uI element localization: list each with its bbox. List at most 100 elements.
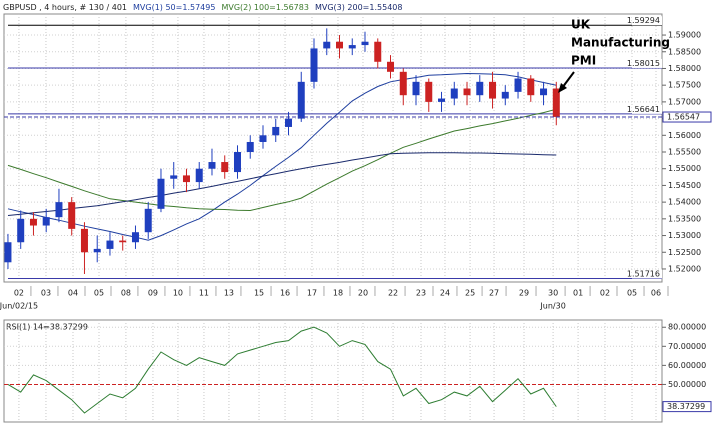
- annotation: Manufacturing: [571, 36, 670, 50]
- candle-body: [540, 88, 548, 96]
- chart-title: GBPUSD , 4 hours, # 130 / 401: [3, 3, 127, 12]
- x-tick-label: 04: [68, 289, 78, 298]
- x-tick-label: 20: [358, 289, 368, 298]
- x-tick-label: 17: [307, 289, 317, 298]
- level-label: 1.59294: [627, 16, 660, 25]
- candle-body: [361, 41, 369, 46]
- legend-entry: MVG(1) 50=1.57495: [133, 3, 215, 12]
- candle-body: [119, 240, 127, 243]
- candle-body: [272, 126, 280, 136]
- x-tick-label: 23: [416, 289, 426, 298]
- candle-body: [438, 98, 446, 102]
- candle-body: [259, 135, 267, 142]
- legend-entry: MVG(3) 200=1.55408: [315, 3, 403, 12]
- candle-body: [106, 240, 114, 249]
- annotation: PMI: [571, 54, 596, 68]
- level-box: [632, 104, 662, 114]
- rsi-current-label: 38.37299: [667, 402, 705, 411]
- rsi-line: [7, 326, 557, 414]
- header: GBPUSD , 4 hours, # 130 / 401 MVG(1) 50=1…: [3, 3, 402, 12]
- y-tick-label: 1.57000: [668, 97, 701, 106]
- current-price-box: [662, 111, 712, 123]
- level-label: 1.58015: [627, 59, 660, 68]
- x-tick-label: 30: [548, 289, 558, 298]
- y-tick-label: 1.53000: [668, 231, 701, 240]
- candle-body: [80, 228, 88, 253]
- candle-body: [233, 152, 241, 173]
- annotation: UK: [571, 18, 591, 32]
- y-tick-label: 1.53500: [668, 214, 701, 223]
- x-tick-label: 22: [388, 289, 398, 298]
- moving-average: [7, 108, 557, 212]
- level-box: [632, 58, 662, 68]
- y-tick-label: 1.59000: [668, 31, 701, 40]
- y-tick-label: 80.00000: [668, 323, 706, 332]
- moving-average: [7, 152, 557, 216]
- x-tick-label: 13: [224, 289, 234, 298]
- x-tick-label: 01: [573, 289, 583, 298]
- y-tick-label: 1.56000: [668, 131, 701, 140]
- annotation-arrowhead: [558, 83, 567, 93]
- candle-body: [17, 218, 25, 243]
- candle-body: [284, 118, 292, 127]
- candle-body: [68, 202, 76, 229]
- y-tick-label: 1.55000: [668, 164, 701, 173]
- x-tick-label: 08: [121, 289, 131, 298]
- candle-body: [489, 81, 497, 99]
- x-tick-label: 05: [94, 289, 104, 298]
- moving-average: [7, 72, 557, 241]
- candle-body: [425, 81, 433, 102]
- x-tick-label: 16: [280, 289, 290, 298]
- level-box: [632, 16, 662, 26]
- x-tick-label: 09: [148, 289, 158, 298]
- x-tick-label: 02: [600, 289, 610, 298]
- y-tick-label: 50.00000: [668, 380, 706, 389]
- y-tick-label: 1.54500: [668, 181, 701, 190]
- candle-body: [527, 78, 535, 96]
- x-tick-label: 29: [519, 289, 529, 298]
- candle-body: [157, 178, 165, 209]
- candle-body: [182, 175, 190, 183]
- y-tick-label: 60.00000: [668, 361, 706, 370]
- price-panel: [3, 13, 663, 283]
- candle-body: [336, 41, 344, 49]
- y-tick-label: 1.58000: [668, 64, 701, 73]
- candle-body: [55, 202, 63, 218]
- candle-body: [208, 162, 216, 169]
- candle-body: [387, 61, 395, 72]
- candle-body: [4, 242, 12, 263]
- level-label: 1.56641: [627, 105, 660, 114]
- x-tick-label: 11: [199, 289, 209, 298]
- candle-body: [246, 141, 254, 153]
- x-tick-label: 05: [627, 289, 637, 298]
- x-tick-label: 03: [41, 289, 51, 298]
- date-label: Jun/30: [539, 302, 565, 311]
- candle-body: [297, 81, 305, 119]
- x-tick-label: 10: [173, 289, 183, 298]
- candle-body: [195, 168, 203, 183]
- candle-body: [170, 175, 178, 179]
- candle-body: [501, 91, 509, 99]
- candle-body: [374, 41, 382, 62]
- y-tick-label: 70.00000: [668, 342, 706, 351]
- candle-body: [552, 88, 560, 117]
- candle-body: [412, 81, 420, 96]
- candle-body: [348, 45, 356, 49]
- annotation-arrow: [561, 71, 575, 89]
- candle-body: [93, 248, 101, 253]
- candle-body: [29, 218, 37, 226]
- candle-body: [399, 71, 407, 96]
- candle-body: [144, 208, 152, 233]
- rsi-panel: [3, 319, 663, 423]
- current-price-label: 1.56547: [667, 113, 700, 122]
- candle-body: [42, 217, 50, 226]
- candle-body: [323, 41, 331, 49]
- y-tick-label: 1.52500: [668, 248, 701, 257]
- y-tick-label: 1.54000: [668, 198, 701, 207]
- y-tick-label: 1.55500: [668, 148, 701, 157]
- candle-body: [463, 88, 471, 96]
- x-tick-label: 15: [254, 289, 264, 298]
- level-box: [632, 269, 662, 279]
- x-tick-label: 18: [333, 289, 343, 298]
